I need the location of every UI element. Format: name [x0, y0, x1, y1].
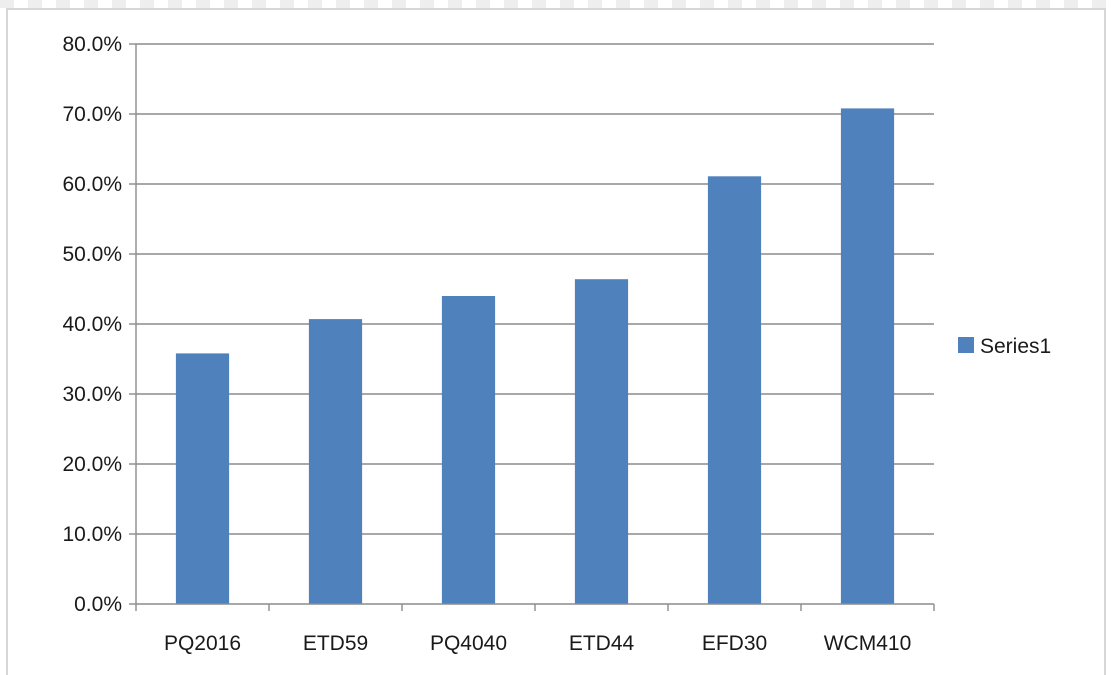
bar-pq2016 — [175, 353, 230, 604]
x-axis-tick-labels: PQ2016 ETD59 PQ4040 ETD44 EFD30 WCM410 — [164, 632, 911, 655]
legend-swatch — [958, 337, 974, 353]
x-tick-label-pq2016: PQ2016 — [164, 632, 241, 655]
x-tick-label-wcm410: WCM410 — [824, 632, 912, 655]
x-tick-label-etd44: ETD44 — [569, 632, 635, 655]
y-tick-label: 70.0% — [62, 103, 122, 126]
bar-etd59 — [308, 319, 363, 604]
legend-label-series1: Series1 — [980, 335, 1051, 358]
bar-etd44 — [574, 279, 629, 604]
y-tick-label: 30.0% — [62, 383, 122, 406]
legend: Series1 — [958, 335, 1051, 358]
y-tick-label: 10.0% — [62, 523, 122, 546]
x-tick-label-efd30: EFD30 — [702, 632, 767, 655]
y-tick-label: 60.0% — [62, 173, 122, 196]
y-tick-label: 40.0% — [62, 313, 122, 336]
y-tick-label: 80.0% — [62, 33, 122, 56]
y-tick-label: 0.0% — [74, 593, 122, 616]
x-tick-label-etd59: ETD59 — [303, 632, 368, 655]
y-tick-label: 20.0% — [62, 453, 122, 476]
bar-pq4040 — [441, 296, 496, 604]
bar-wcm410 — [840, 108, 895, 605]
x-axis — [135, 44, 935, 611]
y-tick-label: 50.0% — [62, 243, 122, 266]
gridlines — [136, 43, 934, 535]
x-tick-label-pq4040: PQ4040 — [430, 632, 507, 655]
bars — [175, 108, 895, 605]
top-border-pattern — [0, 0, 1113, 8]
bar-efd30 — [707, 176, 762, 605]
y-axis-tick-labels: 0.0% 10.0% 20.0% 30.0% 40.0% 50.0% 60.0% 70.0% 8… — [62, 33, 136, 616]
